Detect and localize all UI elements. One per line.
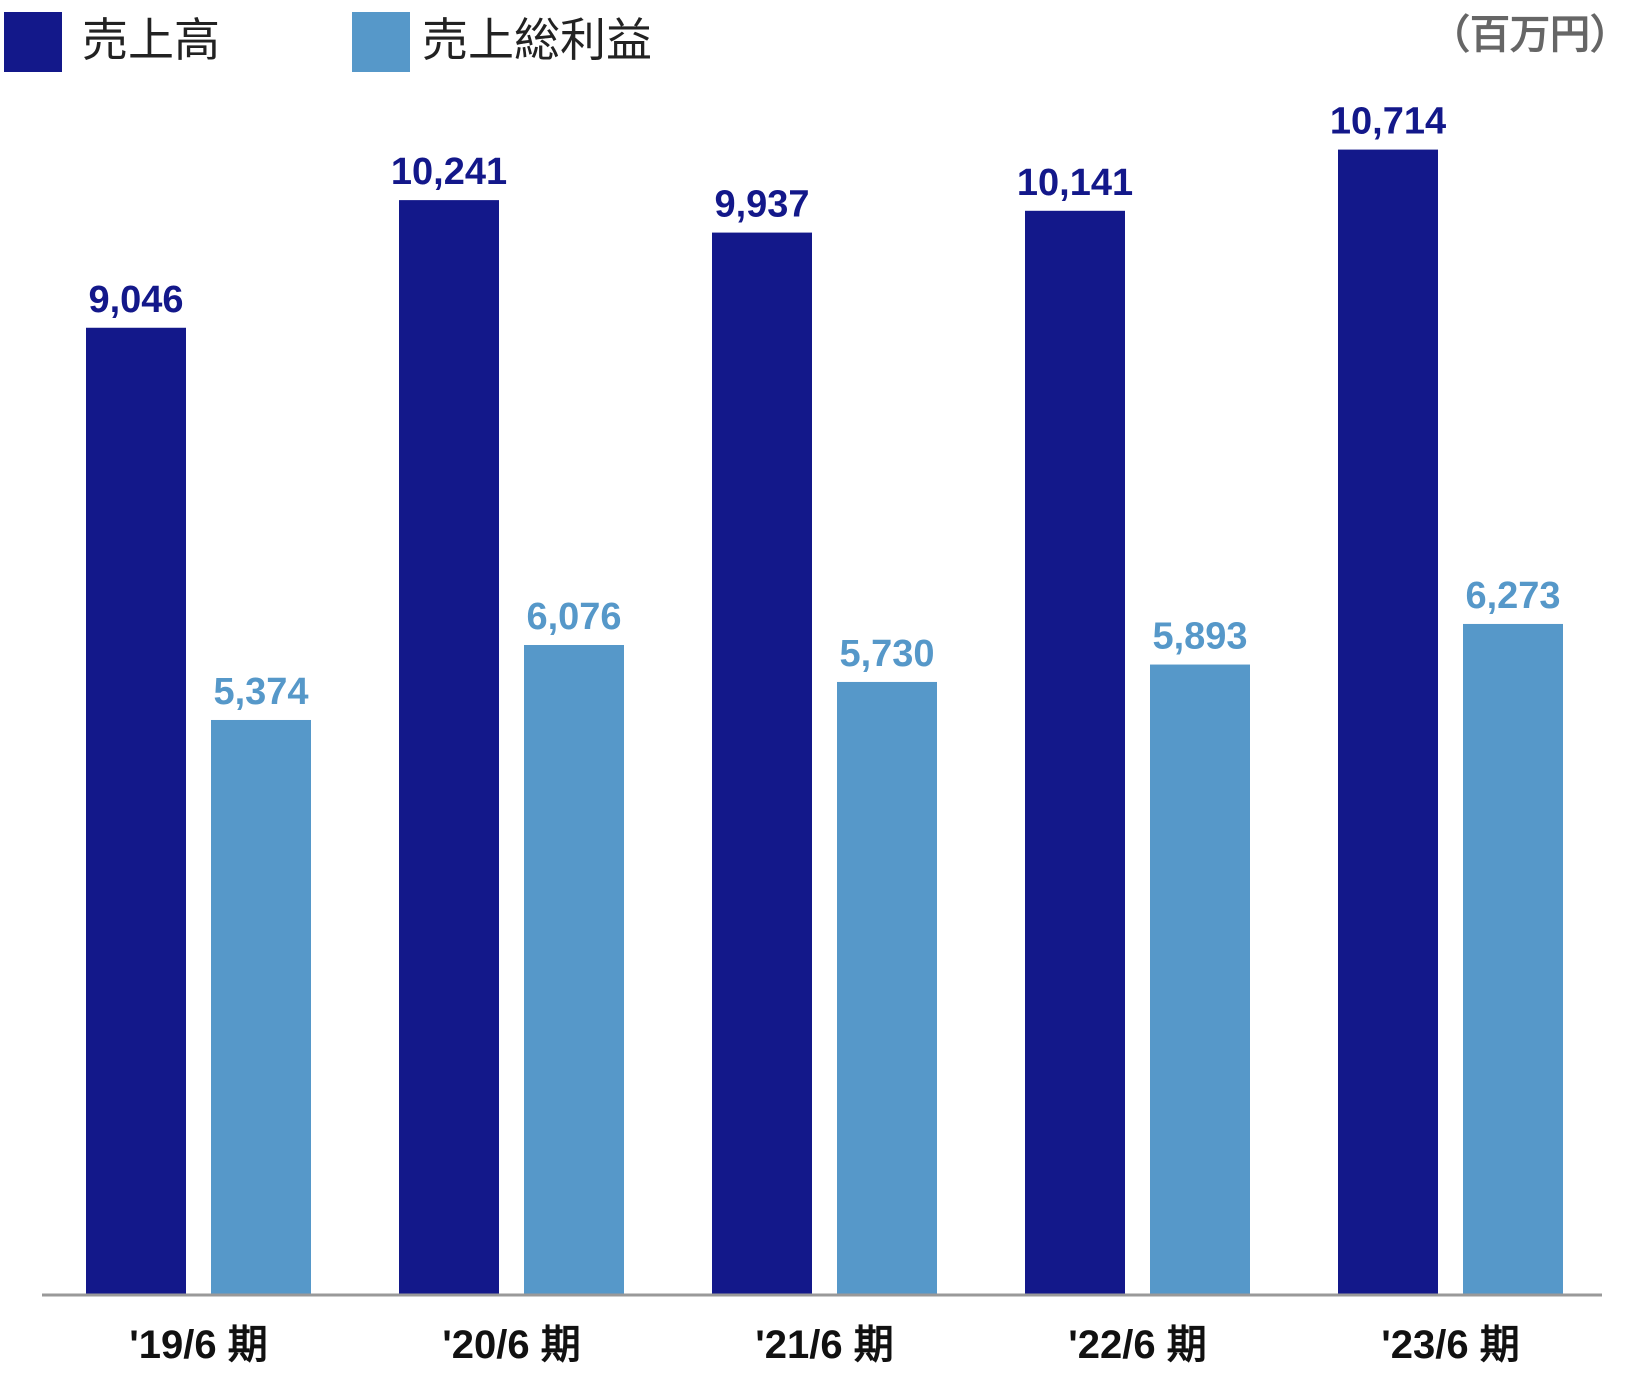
x-tick-label: '22/6 期	[1068, 1323, 1206, 1367]
data-label-sales: 10,241	[391, 151, 507, 193]
x-tick-label: '21/6 期	[755, 1323, 893, 1367]
legend-swatch-sales	[4, 12, 62, 72]
data-label-gross-profit: 6,076	[526, 596, 621, 638]
bar-sales	[712, 232, 812, 1295]
data-label-gross-profit: 6,273	[1465, 575, 1560, 617]
bar-sales	[1338, 149, 1438, 1294]
bar-sales	[399, 200, 499, 1294]
value-labels-group: 9,046 5,374 10,241 6,076 9,937 5,730 10,141 5,8…	[88, 101, 1560, 713]
data-label-sales: 10,141	[1017, 162, 1133, 204]
bar-gross-profit	[524, 644, 624, 1294]
legend-swatch-gross-profit	[352, 12, 410, 72]
x-tick-label: '23/6 期	[1381, 1323, 1519, 1367]
unit-label: （百万円）	[1430, 12, 1630, 58]
bars-group	[86, 149, 1563, 1295]
legend-label-gross-profit: 売上総利益	[422, 13, 652, 67]
x-tick-label: '20/6 期	[442, 1323, 580, 1367]
data-label-gross-profit: 5,374	[213, 671, 308, 713]
bar-gross-profit	[211, 719, 311, 1294]
data-label-sales: 9,046	[88, 279, 183, 321]
legend-label-sales: 売上高	[82, 13, 220, 67]
bar-sales	[86, 327, 186, 1294]
data-label-gross-profit: 5,893	[1152, 616, 1247, 658]
data-label-sales: 10,714	[1330, 101, 1446, 143]
x-tick-labels: '19/6 期 '20/6 期 '21/6 期 '22/6 期 '23/6 期	[129, 1323, 1519, 1367]
legend: 売上高 売上総利益	[4, 12, 652, 72]
x-tick-label: '19/6 期	[129, 1323, 267, 1367]
bar-gross-profit	[837, 681, 937, 1294]
bar-gross-profit	[1150, 664, 1250, 1294]
data-label-gross-profit: 5,730	[839, 633, 934, 675]
bar-gross-profit	[1463, 623, 1563, 1294]
bar-sales	[1025, 210, 1125, 1294]
data-label-sales: 9,937	[714, 184, 809, 226]
